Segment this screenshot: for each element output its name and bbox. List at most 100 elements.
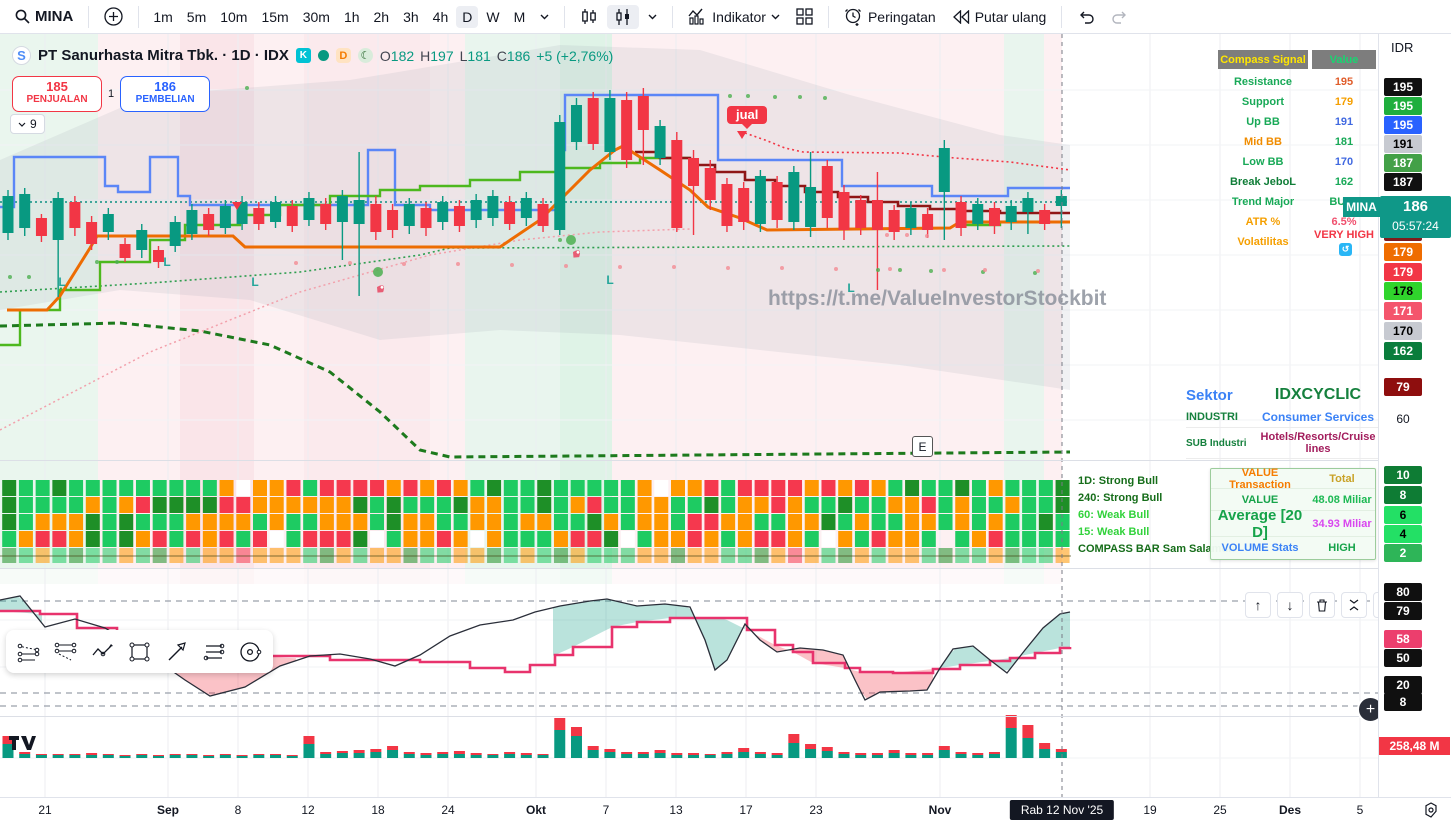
price-label: 187 [1384,173,1422,191]
alerts-label: Peringatan [867,8,936,25]
value-transaction-table: VALUE Transaction Total VALUE 48.08 Miliar A… [1210,466,1376,560]
chart-canvas[interactable]: L L L L L [0,0,1378,797]
interval-M[interactable]: M [513,8,526,25]
orange-step [7,144,1070,312]
signal-value: 179 [1334,96,1354,108]
time-axis[interactable]: 21 Sep 8 12 18 24 Okt 7 13 17 23 Nov 19 25 Des 5 Rab 12… [0,797,1451,823]
compare-add-button[interactable] [97,4,130,29]
toolbar-separator [827,5,829,28]
value-transaction-row: VALUE 48.08 Miliar [1211,489,1375,511]
gear-icon [1425,802,1437,818]
svg-text:L: L [606,273,613,287]
indicator-count: 9 [30,117,37,131]
chart-style-menu-button[interactable] [641,11,664,23]
symbol-search-button[interactable]: MINA [8,5,80,28]
time-axis-settings-button[interactable] [1420,800,1442,820]
pane-divider[interactable] [0,460,1378,461]
alerts-button[interactable]: Peringatan [837,4,943,29]
current-price: 186 [1402,198,1429,215]
pane-divider[interactable] [0,568,1378,569]
low-value: 181 [467,47,491,64]
buy-button[interactable]: 186 PEMBELIAN [120,76,211,112]
collapse-pane-button[interactable] [1341,592,1367,618]
time-tick: 21 [38,803,52,817]
chart-style-candles-button[interactable] [573,5,605,29]
delete-pane-button[interactable] [1309,592,1335,618]
time-tick: 18 [371,803,385,817]
chart-style-hollow-button[interactable] [607,4,640,29]
change-value: +5 (+2,76%) [536,47,614,64]
interval-3h[interactable]: 3h [403,8,419,25]
interval-2h[interactable]: 2h [373,8,390,25]
vt-label: VALUE Transaction [1229,466,1291,491]
price-label: 2 [1384,544,1422,562]
chart-legend: S PT Sanurhasta Mitra Tbk. · 1D · IDX K … [12,46,613,65]
trade-panel: 185 PENJUALAN 1 186 PEMBELIAN [12,76,211,112]
compass-signal-row: Low BB 170 [1218,152,1376,172]
move-pane-down-button[interactable]: ↓ [1277,592,1303,618]
compass-bar-status: 240: Strong Bull [1078,492,1163,504]
sector-row: SUB Industri Hotels/Resorts/Cruise lines [1186,428,1378,459]
time-tick: 12 [301,803,315,817]
indicators-button[interactable]: Indikator [681,5,787,28]
interval-5m[interactable]: 5m [186,8,207,25]
sector-info: Sektor IDXCYCLIC INDUSTRI Consumer Services… [1186,383,1378,459]
price-label: 162 [1384,342,1422,360]
close-value: 186 [506,47,531,64]
blue-step [0,93,1070,212]
interval-4h[interactable]: 4h [432,8,449,25]
ray-tool-button[interactable] [47,633,84,670]
d-badge: D [335,48,351,63]
compass-signal-row: ATR % 6.5% [1218,212,1376,232]
compass-bar-status: 60: Weak Bull [1078,509,1150,521]
redo-button[interactable] [1104,7,1136,27]
interval-1m[interactable]: 1m [153,8,173,25]
trendline-tool-button[interactable] [10,633,47,670]
background-bands [0,34,1062,584]
sell-button[interactable]: 185 PENJUALAN [12,76,102,112]
sell-label: PENJUALAN [26,94,88,105]
signal-label: Mid BB [1244,136,1282,148]
crosshair-date-badge: Rab 12 Nov '25 [1009,800,1115,820]
value-transaction-row: Average [20 D] 34.93 Miliar [1211,507,1375,541]
price-label: 4 [1384,525,1422,543]
signal-label: Volatilitas [1237,236,1289,248]
interval-W[interactable]: W [486,8,500,25]
price-label: 79 [1384,378,1422,396]
legend-collapse-button[interactable]: 9 [10,114,45,134]
rectangle-tool-button[interactable] [121,633,158,670]
vt-value: Total [1329,472,1355,485]
interval-10m[interactable]: 10m [220,8,248,25]
time-tick: Sep [156,803,180,817]
signal-value: 195 [1334,76,1354,88]
move-pane-up-button[interactable]: ↑ [1245,592,1271,618]
time-tick: 5 [1356,803,1364,817]
pane-divider[interactable] [0,716,1378,717]
layout-grid-button[interactable] [789,5,820,28]
ellipse-tool-button[interactable] [232,633,269,670]
countdown-timer: 05:57:24 [1392,219,1439,233]
interval-1h[interactable]: 1h [343,8,360,25]
tradingview-logo[interactable] [8,733,38,758]
chevron-down-icon [18,122,26,127]
parallel-channel-tool-button[interactable] [195,633,232,670]
symbol-title[interactable]: PT Sanurhasta Mitra Tbk. · 1D · IDX [38,47,289,64]
interval-menu-button[interactable] [533,11,556,23]
price-label: 171 [1384,302,1422,320]
sector-row: INDUSTRI Consumer Services [1186,407,1378,428]
polyline-tool-button[interactable] [84,633,121,670]
price-axis[interactable]: IDR 195195195191187187181179179178171170… [1378,34,1451,797]
interval-15m[interactable]: 15m [261,8,289,25]
time-tick: 25 [1213,803,1227,817]
undo-button[interactable] [1070,7,1102,27]
price-label: 195 [1384,116,1422,134]
replay-button[interactable]: Putar ulang [945,6,1054,28]
arrow-tool-button[interactable] [158,633,195,670]
compass-signal-row: Mid BB 181 [1218,132,1376,152]
interval-30m[interactable]: 30m [302,8,330,25]
interval-D[interactable]: D [456,5,479,28]
status-dot [317,50,329,61]
compass-signal-row: Up BB 191 [1218,112,1376,132]
candles-icon [582,8,597,24]
candles [2,88,1067,297]
